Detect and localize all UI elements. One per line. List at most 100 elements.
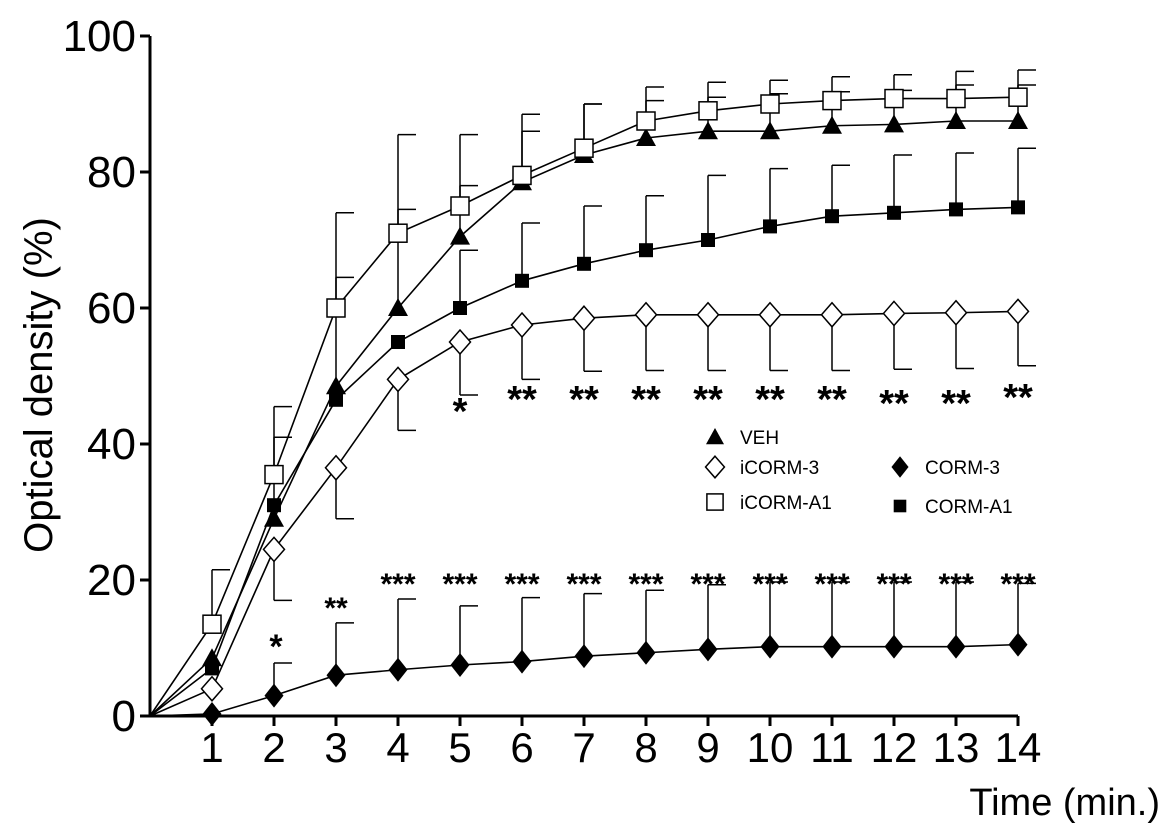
marker-diamond-filled — [760, 634, 780, 659]
marker-diamond-open — [820, 301, 844, 328]
marker-square-open — [450, 196, 470, 216]
significance-star-corm3: *** — [938, 568, 973, 601]
marker-square-filled — [267, 498, 281, 513]
significance-star-corm3: *** — [504, 568, 539, 601]
legend: VEH iCORM-3 iCORM-A1 CORM-3 CORM-A1 — [704, 428, 1013, 518]
marker-triangle — [636, 128, 656, 146]
marker-square-filled — [701, 233, 715, 247]
significance-star-corm3: *** — [690, 568, 725, 601]
marker-diamond-open — [634, 301, 658, 328]
marker-square-open — [1008, 87, 1028, 107]
marker-square-open — [946, 88, 966, 109]
marker-square-open — [636, 111, 656, 131]
x-tick-label: 7 — [572, 724, 595, 771]
significance-star-corm3: *** — [628, 568, 663, 601]
marker-diamond-open — [882, 300, 906, 327]
significance-star-icorm3: ** — [941, 383, 971, 425]
legend-marker-diamond-filled — [891, 456, 909, 478]
marker-diamond-filled — [326, 663, 346, 688]
marker-square-open — [202, 614, 222, 634]
marker-triangle — [698, 121, 718, 140]
marker-square-filled — [329, 392, 343, 407]
y-tick-label: 60 — [87, 284, 136, 333]
marker-diamond-open — [572, 305, 596, 332]
significance-star-corm3: * — [269, 628, 283, 666]
marker-triangle — [264, 508, 284, 527]
marker-square-open — [884, 88, 904, 109]
marker-triangle — [388, 298, 408, 316]
significance-star-icorm3: ** — [507, 379, 537, 421]
marker-diamond-filled — [1008, 632, 1028, 657]
x-tick-label: 8 — [634, 724, 657, 771]
marker-diamond-open — [758, 301, 782, 328]
x-tick-label: 10 — [747, 724, 794, 771]
significance-star-icorm3: ** — [693, 379, 723, 421]
marker-square-filled — [515, 273, 529, 288]
marker-square-filled — [639, 243, 653, 258]
x-tick-label: 9 — [696, 724, 719, 771]
y-axis-title: Optical density (%) — [17, 217, 61, 553]
marker-square-filled — [453, 301, 467, 315]
marker-diamond-open — [510, 311, 534, 339]
x-tick-label: 14 — [995, 724, 1042, 771]
significance-star-corm3: *** — [380, 568, 415, 601]
x-tick-label: 4 — [386, 724, 409, 771]
marker-square-filled — [205, 661, 219, 676]
significance-star-corm3: *** — [752, 568, 787, 601]
marker-diamond-open — [696, 301, 720, 328]
legend-label: CORM-3 — [925, 458, 1000, 479]
y-tick-label: 40 — [87, 420, 136, 469]
y-tick-label: 20 — [87, 556, 136, 605]
marker-square-open — [698, 101, 718, 121]
marker-diamond-open — [944, 299, 968, 326]
marker-square-filled — [391, 335, 405, 349]
significance-star-icorm3: ** — [817, 379, 847, 421]
legend-label: iCORM-3 — [740, 458, 819, 479]
marker-diamond-filled — [884, 634, 904, 659]
legend-label: CORM-A1 — [925, 497, 1013, 518]
significance-star-corm3: *** — [876, 568, 911, 601]
marker-square-open — [822, 90, 842, 111]
marker-diamond-filled — [698, 637, 718, 662]
significance-star-icorm3: ** — [755, 379, 785, 421]
marker-square-open — [574, 138, 594, 158]
marker-diamond-open — [448, 328, 472, 356]
marker-diamond-open — [324, 454, 348, 481]
marker-diamond-open — [200, 675, 224, 702]
x-tick-label: 1 — [200, 724, 223, 771]
marker-square-open — [264, 464, 284, 485]
significance-star-corm3: ** — [324, 592, 348, 625]
y-tick-label: 80 — [87, 148, 136, 197]
legend-label: VEH — [740, 428, 779, 449]
marker-diamond-filled — [574, 644, 594, 669]
legend-marker-diamond-open — [704, 455, 726, 479]
marker-triangle — [884, 114, 904, 133]
significance-star-corm3: *** — [814, 568, 849, 601]
x-tick-label: 6 — [510, 724, 533, 771]
marker-square-open — [760, 94, 780, 114]
marker-square-open — [326, 298, 346, 318]
significance-star-corm3: *** — [566, 568, 601, 601]
y-tick-label: 0 — [112, 692, 136, 741]
marker-diamond-filled — [388, 657, 408, 682]
x-tick-label: 3 — [324, 724, 347, 771]
legend-label: iCORM-A1 — [740, 493, 832, 514]
marker-square-open — [388, 223, 408, 243]
legend-marker-square-filled — [893, 499, 907, 513]
marker-diamond-filled — [822, 634, 842, 659]
x-tick-label: 5 — [448, 724, 471, 771]
marker-diamond-filled — [450, 653, 470, 677]
legend-marker-square-open — [706, 493, 724, 511]
marker-square-filled — [949, 202, 963, 217]
marker-diamond-filled — [202, 701, 222, 726]
marker-diamond-filled — [636, 640, 656, 665]
marker-square-filled — [887, 205, 901, 220]
marker-triangle — [760, 121, 780, 140]
significance-star-icorm3: ** — [631, 379, 661, 421]
significance-star-icorm3: ** — [569, 379, 599, 421]
marker-triangle — [946, 111, 966, 129]
marker-diamond-open — [1006, 298, 1030, 325]
marker-triangle — [326, 376, 346, 395]
marker-square-filled — [1011, 200, 1025, 215]
